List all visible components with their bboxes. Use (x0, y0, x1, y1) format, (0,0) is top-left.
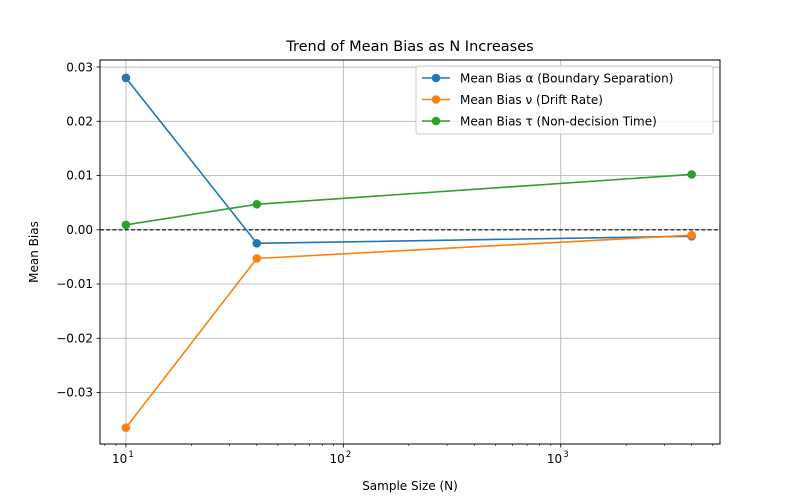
plot-frame (99, 59, 721, 445)
x-tick-base: 10 (329, 452, 344, 466)
data-point (252, 239, 262, 248)
legend-label: Mean Bias α (Boundary Separation) (460, 71, 673, 85)
series-2 (121, 230, 696, 433)
data-point (687, 230, 696, 240)
y-tick-label: 0.03 (66, 60, 93, 74)
data-point (121, 423, 131, 433)
y-tick-label: −0.01 (56, 277, 93, 291)
data-point (252, 199, 262, 209)
chart-title: Trend of Mean Bias as N Increases (285, 39, 533, 55)
x-tick-label: 102 (329, 450, 351, 466)
series-layer (121, 73, 696, 433)
x-axis-title: Sample Size (N) (362, 479, 458, 493)
legend-item: Mean Bias τ (Non-decision Time) (422, 114, 657, 128)
x-axis-ticks: 101 102 103 (104, 444, 714, 466)
y-tick-label: −0.03 (56, 386, 93, 400)
legend-marker (431, 73, 441, 83)
data-point (252, 254, 262, 263)
legend-box (415, 65, 714, 135)
series-3 (121, 170, 696, 230)
y-tick-label: 0.01 (66, 169, 93, 183)
legend-item: Mean Bias ν (Drift Rate) (422, 93, 603, 107)
legend-label: Mean Bias τ (Non-decision Time) (460, 114, 657, 128)
data-point (121, 73, 131, 83)
series-line (125, 173, 692, 226)
x-tick-base: 10 (112, 452, 127, 466)
x-tick-exponent: 3 (563, 450, 568, 460)
legend-marker (431, 116, 441, 126)
y-tick-label: 0.02 (66, 114, 93, 128)
legend: Mean Bias α (Boundary Separation) Mean Bi… (415, 65, 714, 135)
y-tick-label: 0.00 (66, 223, 93, 237)
y-axis-ticks: 0.03 0.02 0.01 0.00 −0.01 −0.02 −0.03 (56, 60, 100, 400)
x-tick-label: 101 (112, 450, 134, 466)
x-tick-label: 103 (547, 450, 569, 466)
y-axis-title: Mean Bias (27, 221, 41, 283)
x-tick-exponent: 2 (346, 450, 351, 460)
y-tick-label: −0.02 (56, 331, 93, 345)
legend-marker (431, 95, 441, 104)
series-line (125, 234, 692, 429)
x-tick-exponent: 1 (128, 450, 133, 460)
data-point (121, 220, 131, 230)
x-tick-base: 10 (547, 452, 562, 466)
data-point (687, 170, 696, 179)
legend-label: Mean Bias ν (Drift Rate) (460, 93, 603, 107)
legend-item: Mean Bias α (Boundary Separation) (422, 71, 673, 85)
